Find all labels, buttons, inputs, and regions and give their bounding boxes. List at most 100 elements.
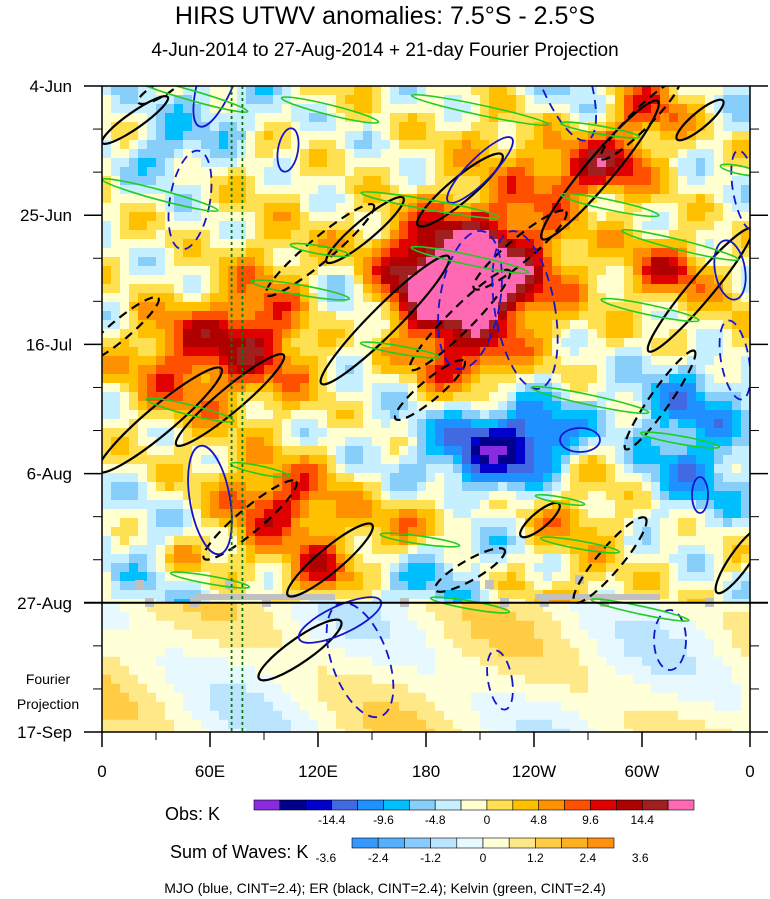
heat-cell-obs xyxy=(480,293,490,303)
heat-cell-obs xyxy=(399,365,409,375)
heat-cell-obs xyxy=(570,554,580,564)
heat-cell-obs xyxy=(210,455,220,465)
heat-cell-obs xyxy=(138,167,148,177)
heat-cell-obs xyxy=(282,86,292,96)
heat-cell-obs xyxy=(489,590,499,600)
heat-cell-obs xyxy=(318,518,328,528)
heat-cell-obs xyxy=(309,491,319,501)
heat-cell-obs xyxy=(273,563,283,573)
heat-cell-projection xyxy=(426,692,436,703)
heat-cell-projection xyxy=(210,638,220,649)
heat-cell-projection xyxy=(291,629,301,640)
heat-cell-obs xyxy=(480,554,490,564)
heat-cell-obs xyxy=(624,365,634,375)
heat-cell-obs xyxy=(579,482,589,492)
heat-cell-obs xyxy=(147,491,157,501)
heat-cell-obs xyxy=(732,176,742,186)
heat-cell-obs xyxy=(255,455,265,465)
heat-cell-obs xyxy=(525,491,535,501)
heat-cell-projection xyxy=(102,683,112,694)
heat-cell-obs xyxy=(156,176,166,186)
heat-cell-obs xyxy=(246,545,256,555)
heat-cell-obs xyxy=(741,293,750,303)
heat-cell-obs xyxy=(453,311,463,321)
heat-cell-obs xyxy=(372,122,382,132)
heat-cell-obs xyxy=(552,599,562,604)
heat-cell-projection xyxy=(543,665,553,676)
heat-cell-obs xyxy=(390,95,400,105)
heat-cell-obs xyxy=(507,437,517,447)
heat-cell-obs xyxy=(336,473,346,483)
heat-cell-obs xyxy=(543,365,553,375)
heat-cell-obs xyxy=(723,518,733,528)
heat-cell-obs xyxy=(381,86,391,96)
heat-cell-obs xyxy=(210,365,220,375)
heat-cell-obs xyxy=(723,527,733,537)
heat-cell-obs xyxy=(336,302,346,312)
heat-cell-obs xyxy=(264,104,274,114)
heat-cell-obs xyxy=(696,581,706,591)
heat-cell-obs xyxy=(660,257,670,267)
heat-cell-obs xyxy=(210,266,220,276)
heat-cell-obs xyxy=(543,239,553,249)
heat-cell-obs xyxy=(480,356,490,366)
heat-cell-obs xyxy=(525,176,535,186)
heat-cell-obs xyxy=(660,491,670,501)
heat-cell-obs xyxy=(354,491,364,501)
heat-cell-projection xyxy=(111,701,121,712)
heat-cell-obs xyxy=(156,401,166,411)
heat-cell-obs xyxy=(696,428,706,438)
heat-cell-obs xyxy=(588,473,598,483)
heat-cell-obs xyxy=(156,500,166,510)
heat-cell-obs xyxy=(372,320,382,330)
heat-cell-obs xyxy=(534,446,544,456)
heat-cell-obs xyxy=(705,212,715,222)
heat-cell-obs xyxy=(498,176,508,186)
heat-cell-obs xyxy=(534,419,544,429)
heat-cell-obs xyxy=(741,149,750,159)
heat-cell-obs xyxy=(129,464,139,474)
heat-cell-obs xyxy=(255,293,265,303)
heat-cell-projection xyxy=(480,611,490,622)
heat-cell-obs xyxy=(606,500,616,510)
heat-cell-obs xyxy=(525,599,535,604)
heat-cell-obs xyxy=(651,257,661,267)
heat-cell-obs xyxy=(309,365,319,375)
heat-cell-obs xyxy=(228,158,238,168)
heat-cell-obs xyxy=(309,599,319,604)
heat-cell-obs xyxy=(282,410,292,420)
heat-cell-obs xyxy=(534,266,544,276)
heat-cell-projection xyxy=(102,692,112,703)
heat-cell-projection xyxy=(552,665,562,676)
heat-cell-obs xyxy=(138,176,148,186)
heat-cell-obs xyxy=(345,221,355,231)
heat-cell-obs xyxy=(372,230,382,240)
heat-cell-projection xyxy=(372,683,382,694)
heat-cell-obs xyxy=(516,329,526,339)
heat-cell-projection xyxy=(588,629,598,640)
heat-cell-obs xyxy=(381,284,391,294)
heat-cell-obs xyxy=(534,437,544,447)
heat-cell-obs xyxy=(381,464,391,474)
heat-cell-obs xyxy=(543,428,553,438)
heat-cell-obs xyxy=(282,185,292,195)
heat-cell-obs xyxy=(669,437,679,447)
heat-cell-obs xyxy=(219,374,229,384)
heat-cell-obs xyxy=(633,194,643,204)
heat-cell-projection xyxy=(273,683,283,694)
heat-cell-obs xyxy=(633,536,643,546)
heat-cell-obs xyxy=(579,383,589,393)
heat-cell-projection xyxy=(417,629,427,640)
heat-cell-obs xyxy=(147,572,157,582)
heat-cell-obs xyxy=(336,374,346,384)
heat-cell-obs xyxy=(138,590,148,600)
heat-cell-obs xyxy=(732,113,742,123)
heat-cell-projection xyxy=(129,683,139,694)
heat-cell-obs xyxy=(642,221,652,231)
heat-cell-obs xyxy=(561,437,571,447)
heat-cell-obs xyxy=(417,302,427,312)
heat-cell-obs xyxy=(102,527,112,537)
heat-cell-obs xyxy=(606,374,616,384)
heat-cell-obs xyxy=(642,131,652,141)
heat-cell-obs xyxy=(174,275,184,285)
